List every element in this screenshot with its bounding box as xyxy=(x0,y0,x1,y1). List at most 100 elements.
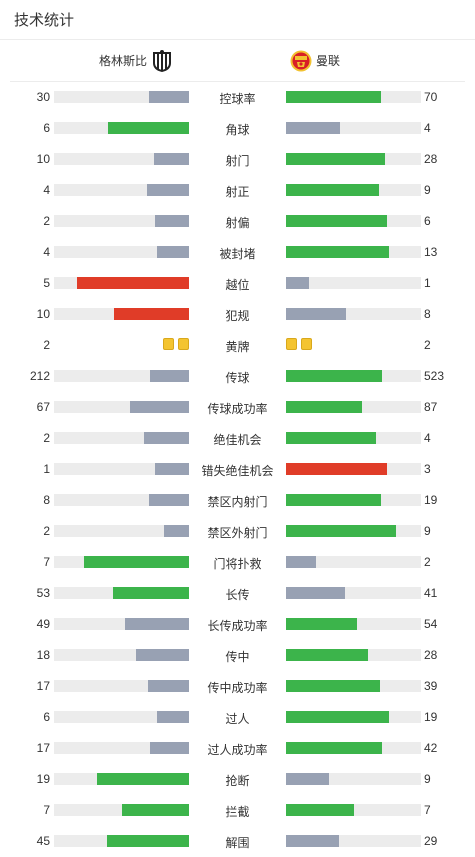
home-bar-track xyxy=(54,587,189,599)
home-bar-track xyxy=(54,494,189,506)
stat-row: 10 犯规 8 xyxy=(0,299,475,330)
home-bar-track xyxy=(54,618,189,630)
away-yellow-cards xyxy=(286,338,312,350)
away-bar-track xyxy=(286,122,421,134)
away-bar-track xyxy=(286,463,421,475)
away-value: 8 xyxy=(424,307,431,321)
away-bar-track xyxy=(286,246,421,258)
away-bar xyxy=(286,370,383,382)
away-bar xyxy=(286,587,345,599)
stat-label: 控球率 xyxy=(219,92,256,106)
yellow-card-icon xyxy=(301,338,312,350)
home-bar xyxy=(148,91,189,103)
away-bar-track xyxy=(286,153,421,165)
home-value: 10 xyxy=(36,307,50,321)
stat-row: 212 传球 523 xyxy=(0,361,475,392)
away-bar xyxy=(286,711,389,723)
yellow-card-icon xyxy=(178,338,189,350)
home-bar xyxy=(144,432,189,444)
stat-row: 4 被封堵 13 xyxy=(0,237,475,268)
stat-row: 45 解围 29 xyxy=(0,826,475,857)
away-bar xyxy=(286,804,354,816)
away-bar-track xyxy=(286,649,421,661)
stat-label: 绝佳机会 xyxy=(213,433,262,447)
away-bar-track xyxy=(286,711,421,723)
away-bar-track xyxy=(286,432,421,444)
away-bar xyxy=(286,556,316,568)
away-value: 523 xyxy=(424,369,445,383)
away-bar xyxy=(286,649,369,661)
grimsby-crest-icon xyxy=(151,49,173,73)
stat-label: 长传 xyxy=(225,588,250,602)
away-bar-track xyxy=(286,401,421,413)
away-bar xyxy=(286,122,340,134)
away-bar xyxy=(286,246,390,258)
home-value: 45 xyxy=(36,834,50,848)
stat-row: 19 抢断 9 xyxy=(0,764,475,795)
stat-row: 6 过人 19 xyxy=(0,702,475,733)
stat-row: 6 角球 4 xyxy=(0,113,475,144)
home-bar xyxy=(83,556,189,568)
home-bar-track xyxy=(54,742,189,754)
home-bar-track xyxy=(54,401,189,413)
away-bar-track xyxy=(286,215,421,227)
stat-row: 10 射门 28 xyxy=(0,144,475,175)
home-bar-track xyxy=(54,122,189,134)
away-value: 4 xyxy=(424,121,431,135)
stat-row: 2 射偏 6 xyxy=(0,206,475,237)
home-bar-track xyxy=(54,804,189,816)
stat-row: 7 拦截 7 xyxy=(0,795,475,826)
home-bar xyxy=(147,184,189,196)
away-bar-track xyxy=(286,494,421,506)
stat-row: 53 长传 41 xyxy=(0,578,475,609)
away-value: 42 xyxy=(424,741,438,755)
away-value: 9 xyxy=(424,183,431,197)
stat-row: 1 错失绝佳机会 3 xyxy=(0,454,475,485)
stat-label: 射偏 xyxy=(225,216,250,230)
stat-row: 8 禁区内射门 19 xyxy=(0,485,475,516)
away-bar xyxy=(286,277,309,289)
stat-label: 门将扑救 xyxy=(213,557,262,571)
stat-label: 错失绝佳机会 xyxy=(201,464,274,478)
home-value: 212 xyxy=(29,369,50,383)
away-bar xyxy=(286,215,388,227)
away-team[interactable]: 曼联 xyxy=(290,49,340,73)
home-bar-track xyxy=(54,835,189,847)
home-value: 4 xyxy=(43,245,50,259)
home-value: 17 xyxy=(36,679,50,693)
stat-row: 2 禁区外射门 9 xyxy=(0,516,475,547)
away-bar-track xyxy=(286,370,421,382)
home-bar-track xyxy=(54,649,189,661)
home-team[interactable]: 格林斯比 xyxy=(99,49,173,73)
home-bar xyxy=(124,618,189,630)
home-value: 6 xyxy=(43,121,50,135)
stat-row: 4 射正 9 xyxy=(0,175,475,206)
away-bar xyxy=(286,153,386,165)
home-value: 4 xyxy=(43,183,50,197)
home-bar xyxy=(150,370,189,382)
home-bar xyxy=(156,711,189,723)
away-value: 2 xyxy=(424,338,431,352)
away-bar-track xyxy=(286,556,421,568)
home-bar xyxy=(108,122,189,134)
stat-row: 2 黄牌 2 xyxy=(0,330,475,361)
manutd-crest-icon xyxy=(290,49,312,73)
home-bar xyxy=(121,804,189,816)
home-bar-track xyxy=(54,556,189,568)
home-bar-track xyxy=(54,277,189,289)
away-value: 28 xyxy=(424,152,438,166)
home-bar xyxy=(106,835,189,847)
stat-label: 禁区外射门 xyxy=(207,526,268,540)
home-value: 17 xyxy=(36,741,50,755)
stat-label: 黄牌 xyxy=(225,340,250,354)
away-bar-track xyxy=(286,277,421,289)
away-bar xyxy=(286,680,380,692)
away-bar xyxy=(286,773,330,785)
away-bar xyxy=(286,308,346,320)
home-value: 2 xyxy=(43,338,50,352)
away-value: 4 xyxy=(424,431,431,445)
home-yellow-cards xyxy=(163,338,189,350)
away-value: 13 xyxy=(424,245,438,259)
away-value: 87 xyxy=(424,400,438,414)
home-bar xyxy=(155,215,189,227)
